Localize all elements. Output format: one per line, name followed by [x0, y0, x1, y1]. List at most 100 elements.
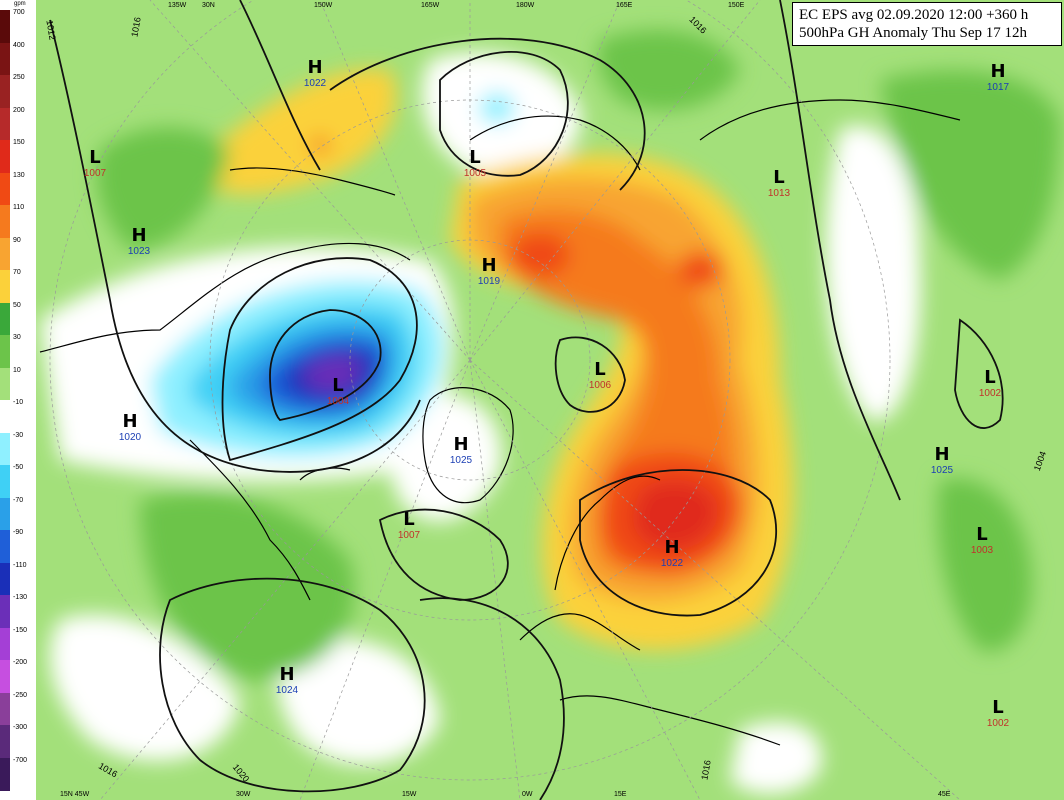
graticule-label: 135W [168, 2, 187, 9]
map-title-box: EC EPS avg 02.09.2020 12:00 +360 h 500hP… [792, 2, 1062, 46]
pressure-letter: L [469, 147, 481, 168]
pressure-letter: H [307, 57, 323, 78]
colorbar-swatch [0, 692, 10, 726]
pressure-letter: H [122, 411, 138, 432]
graticule-label: 165E [616, 2, 633, 9]
colorbar-tick-label: 130 [13, 171, 25, 179]
pressure-value: 1002 [978, 388, 1002, 399]
graticule-label: 15E [614, 791, 627, 798]
colorbar-tick-label: -10 [13, 399, 24, 406]
colorbar-swatch [0, 172, 10, 206]
pressure-letter: L [992, 697, 1004, 718]
colorbar-swatch [0, 757, 10, 791]
pressure-value: 1022 [660, 558, 684, 569]
coastlines [39, 99, 961, 746]
pressure-letter: H [453, 434, 469, 455]
isobars [49, 0, 1004, 800]
colorbar-tick-label: 30 [13, 334, 21, 341]
low-pressure-marker: L 1002 [978, 697, 1018, 730]
pressure-value: 1025 [930, 465, 954, 476]
colorbar-swatch [0, 10, 10, 43]
anomaly-map [36, 0, 1064, 800]
low-pressure-marker: L 1005 [455, 147, 495, 180]
pressure-letter: H [664, 537, 680, 558]
colorbar-tick-label: -250 [13, 691, 28, 699]
high-pressure-marker: H 1019 [469, 256, 509, 288]
colorbar-tick-label: -30 [13, 431, 24, 439]
pressure-value: 1007 [83, 168, 107, 179]
graticule-label: 45E [938, 791, 951, 798]
high-pressure-marker: H 1022 [652, 537, 692, 570]
colorbar-swatch [0, 367, 10, 401]
pressure-letter: H [279, 664, 295, 685]
high-pressure-marker: H 1020 [110, 411, 150, 444]
low-pressure-marker: L 1002 [970, 367, 1010, 400]
colorbar-swatch [0, 140, 10, 173]
colorbar-tick-label: -700 [13, 756, 28, 764]
colorbar-tick-label: -50 [13, 464, 24, 471]
graticule-label: 150E [728, 2, 745, 9]
pressure-value: 1002 [986, 718, 1010, 729]
colorbar-swatch [0, 237, 10, 271]
pressure-value: 1007 [397, 530, 421, 541]
colorbar-tick-label: -150 [13, 626, 28, 634]
pressure-value: 1013 [767, 188, 791, 199]
graticule-label: 15W [402, 791, 417, 798]
colorbar-tick-label: -300 [13, 724, 28, 731]
high-pressure-marker: H 1024 [267, 664, 307, 697]
pressure-value: 1024 [275, 685, 299, 696]
pressure-letter: L [984, 367, 996, 388]
high-pressure-marker: H 1023 [119, 225, 159, 258]
colorbar-swatch [0, 432, 10, 466]
title-line-1: EC EPS avg 02.09.2020 12:00 +360 h [799, 7, 1029, 23]
pressure-letter: H [131, 225, 147, 246]
graticule-label: 165W [421, 2, 440, 9]
graticule-label: 30N [202, 2, 215, 9]
pressure-value: 1025 [449, 455, 473, 466]
map-area: H 1022 L 1007 H 1023 L 1005 H 1019 L 1013 H 1017 L 1006… [36, 0, 1064, 800]
pressure-value: 1022 [303, 78, 327, 89]
pressure-value: 1006 [588, 380, 612, 391]
pressure-letter: L [89, 147, 101, 168]
pressure-value: 1020 [118, 432, 142, 443]
pressure-letter: H [990, 61, 1006, 82]
colorbar-tick-label: 400 [13, 41, 25, 49]
colorbar-swatch [0, 660, 10, 693]
graticule-label: 15N 45W [60, 791, 90, 798]
pressure-letter: L [332, 375, 344, 396]
pressure-value: 1004 [326, 396, 350, 407]
graticule-label: 150W [314, 2, 333, 9]
colorbar-swatch [0, 595, 10, 628]
colorbar-tick-label: 10 [13, 366, 21, 374]
low-pressure-marker: L 1003 [962, 524, 1002, 557]
pressure-letter: L [773, 167, 785, 188]
graticule [49, 0, 961, 800]
graticule-label: 180W [516, 2, 535, 9]
colorbar-swatch [0, 107, 10, 141]
graticule-label: 0W [522, 791, 533, 798]
colorbar-tick-label: 250 [13, 74, 25, 81]
graticule-label: 30W [236, 791, 251, 798]
colorbar-tick-label: 50 [13, 301, 21, 309]
low-pressure-marker: L 1013 [759, 167, 799, 200]
anomaly-field [40, 30, 1060, 794]
colorbar-swatch [0, 400, 10, 433]
colorbar-tick-label: 150 [13, 139, 25, 146]
colorbar-swatch [0, 270, 10, 303]
pressure-letter: L [976, 524, 988, 545]
colorbar-swatch [0, 465, 10, 498]
pressure-value: 1017 [986, 82, 1010, 93]
anomaly-colorbar: gpm 700 400 250 200 150 130 110 90 70 50 30 10 -10 -3… [0, 0, 36, 800]
colorbar-swatch [0, 335, 10, 368]
colorbar-swatch [0, 497, 10, 531]
colorbar-tick-label: 200 [13, 106, 25, 114]
pressure-letter: L [403, 509, 415, 530]
colorbar-tick-label: -110 [13, 561, 27, 569]
colorbar-tick-label: 110 [13, 204, 25, 211]
colorbar-tick-label: -200 [13, 659, 28, 666]
low-pressure-marker: L 1007 [389, 509, 429, 542]
colorbar-swatch [0, 627, 10, 661]
high-pressure-marker: H 1017 [978, 61, 1018, 94]
pressure-letter: H [934, 444, 950, 465]
